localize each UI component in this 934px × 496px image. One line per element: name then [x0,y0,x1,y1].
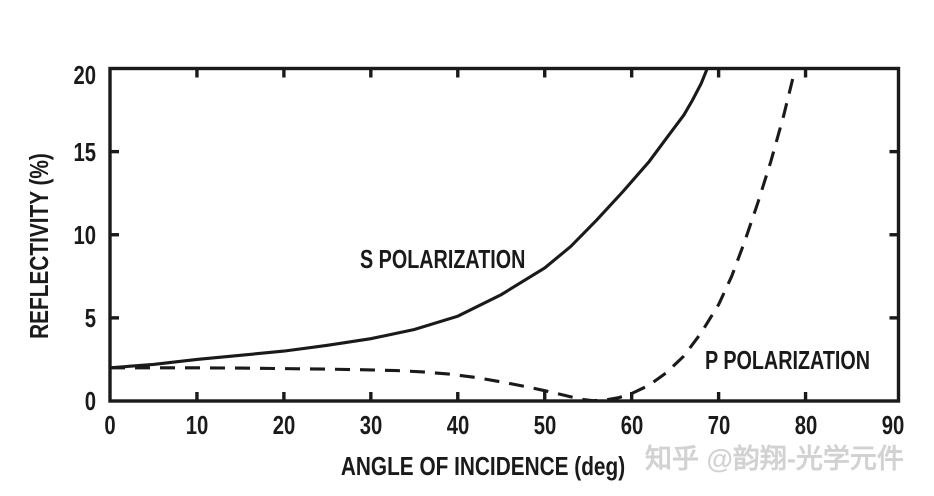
y-tick-label: 10 [73,219,96,250]
y-tick-label: 0 [84,386,96,416]
x-tick-label: 80 [794,410,817,440]
x-tick-label: 20 [272,410,296,440]
p-polarization-label: P POLARIZATION [705,345,871,375]
y-tick-label: 20 [73,59,96,90]
x-tick-label: 60 [620,410,643,440]
y-tick-label: 5 [84,302,96,333]
x-tick-label: 90 [881,410,904,440]
s-polarization-curve [110,68,709,370]
x-tick-label: 10 [185,410,209,440]
x-tick-label: 0 [104,410,116,440]
p-polarization-curve [110,68,797,401]
x-tick-label: 70 [707,410,730,440]
x-tick-label: 40 [446,410,470,440]
y-tick-label: 15 [73,136,96,167]
zhihu-watermark: 知乎 @韵翔-光学元件 [645,444,904,474]
s-polarization-label: S POLARIZATION [360,244,526,274]
x-tick-label: 30 [359,410,383,440]
x-tick-label: 50 [533,410,556,440]
x-axis-title: ANGLE OF INCIDENCE (deg) [340,451,626,481]
